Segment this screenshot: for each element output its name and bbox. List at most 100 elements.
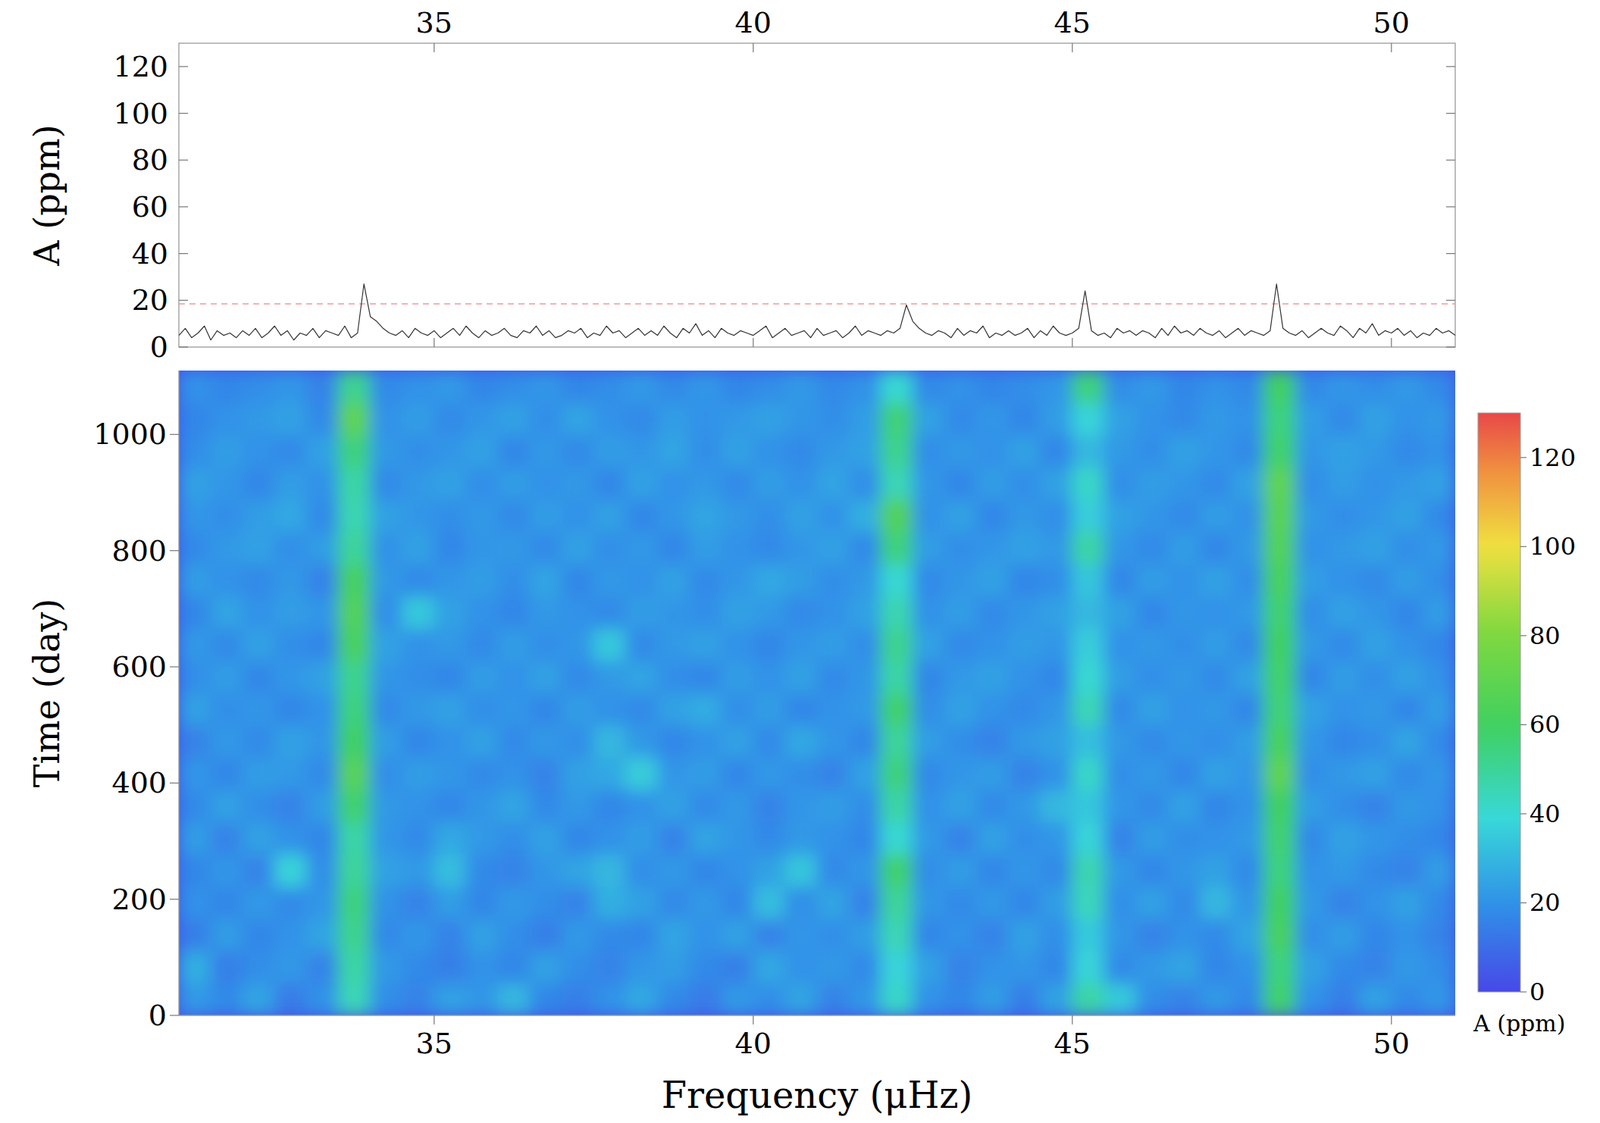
heatmap-cell (625, 918, 658, 952)
heatmap-cell (561, 466, 595, 501)
heatmap-cell (178, 886, 212, 920)
heatmap-cell (1071, 531, 1105, 565)
heatmap-cell (178, 595, 212, 630)
heatmap-cell (433, 725, 467, 759)
heatmap-cell (657, 435, 690, 469)
heatmap-cell (369, 660, 403, 694)
heatmap-cell (817, 628, 850, 662)
heatmap-cell (1390, 628, 1424, 662)
heatmap-cell (433, 466, 467, 501)
heatmap-cell (657, 660, 690, 694)
heatmap-cell (210, 725, 244, 759)
heatmap-cell (688, 886, 722, 920)
heatmap-cell (433, 402, 467, 436)
heatmap-cell (1008, 435, 1041, 469)
heatmap-cell (912, 402, 946, 436)
heatmap-cell (306, 789, 339, 824)
heatmap-cell (944, 466, 977, 501)
heatmap-cell (401, 950, 435, 984)
heatmap-cell (1008, 370, 1041, 404)
heatmap-cell (1199, 660, 1233, 694)
heatmap-cell (976, 725, 1009, 759)
heatmap-cell (306, 466, 339, 501)
heatmap-cell (242, 918, 276, 952)
heatmap-cell (1422, 789, 1456, 824)
heatmap-cell (657, 789, 690, 824)
x-tick (752, 338, 754, 348)
heatmap-cell (1295, 531, 1328, 565)
heatmap-cell (817, 402, 850, 436)
y-tick-label: 20 (131, 283, 169, 317)
heatmap-cell (912, 370, 946, 404)
heatmap-cell (497, 466, 531, 501)
heatmap-cell (1327, 466, 1360, 501)
heatmap-cell (497, 628, 531, 662)
heatmap-cell (1295, 628, 1328, 662)
heatmap-cell (1167, 725, 1201, 759)
heatmap-cell (1039, 757, 1073, 791)
heatmap-cell (210, 789, 244, 824)
heatmap-cell (1327, 692, 1360, 727)
y-tick (169, 666, 179, 667)
y-tick-label: 120 (112, 50, 169, 84)
heatmap-cell (944, 370, 977, 404)
heatmap-cell (1136, 563, 1169, 598)
heatmap-cell (433, 370, 467, 404)
heatmap-cell (976, 435, 1009, 469)
heatmap-cell (210, 757, 244, 791)
heatmap-cell (657, 628, 690, 662)
heatmap-cell (848, 660, 882, 694)
heatmap-cell (817, 757, 850, 791)
heatmap-cell (1295, 789, 1328, 824)
heatmap-cell (784, 789, 818, 824)
heatmap-cell (369, 757, 403, 791)
heatmap-cell (338, 370, 371, 404)
heatmap-cell (401, 983, 435, 1016)
heatmap-cell (274, 466, 307, 501)
heatmap-cell (880, 725, 914, 759)
heatmap-cell (497, 757, 531, 791)
heatmap-cell (784, 660, 818, 694)
heatmap-cell (1390, 757, 1424, 791)
heatmap-cell (1295, 918, 1328, 952)
heatmap-cell (1390, 660, 1424, 694)
heatmap-cell (625, 402, 658, 436)
heatmap-cell (1327, 886, 1360, 920)
y-tick (169, 1014, 179, 1016)
heatmap-cell (880, 563, 914, 598)
heatmap-cell (497, 692, 531, 727)
heatmap-cell (657, 563, 690, 598)
heatmap-cell (1071, 563, 1105, 598)
heatmap-cell (1008, 757, 1041, 791)
heatmap-cell (688, 499, 722, 533)
heatmap-cell (976, 950, 1009, 984)
heatmap-cell (720, 854, 754, 888)
heatmap-cell (752, 950, 786, 984)
heatmap-cell (1199, 402, 1233, 436)
heatmap-cell (848, 595, 882, 630)
heatmap-cell (657, 402, 690, 436)
heatmap-cell (817, 499, 850, 533)
heatmap-cell (529, 402, 563, 436)
heatmap-cell (1136, 854, 1169, 888)
heatmap-cell (720, 789, 754, 824)
heatmap-cell (529, 918, 563, 952)
heatmap-cell (465, 918, 498, 952)
heatmap-cell (625, 595, 658, 630)
heatmap-cell (752, 854, 786, 888)
heatmap-cell (720, 660, 754, 694)
heatmap-cell (1295, 692, 1328, 727)
heatmap-cell (1167, 595, 1201, 630)
heatmap-cell (1039, 854, 1073, 888)
colorbar-tick (1520, 813, 1527, 815)
heatmap-cell (1167, 370, 1201, 404)
heatmap-cell (880, 950, 914, 984)
heatmap-cell (752, 628, 786, 662)
y-tick (169, 434, 179, 436)
heatmap-cell (1263, 886, 1297, 920)
x-tick (433, 1015, 435, 1025)
heatmap-cell (848, 692, 882, 727)
heatmap-cell (880, 821, 914, 855)
heatmap-cell (242, 531, 276, 565)
heatmap-cell (242, 692, 276, 727)
